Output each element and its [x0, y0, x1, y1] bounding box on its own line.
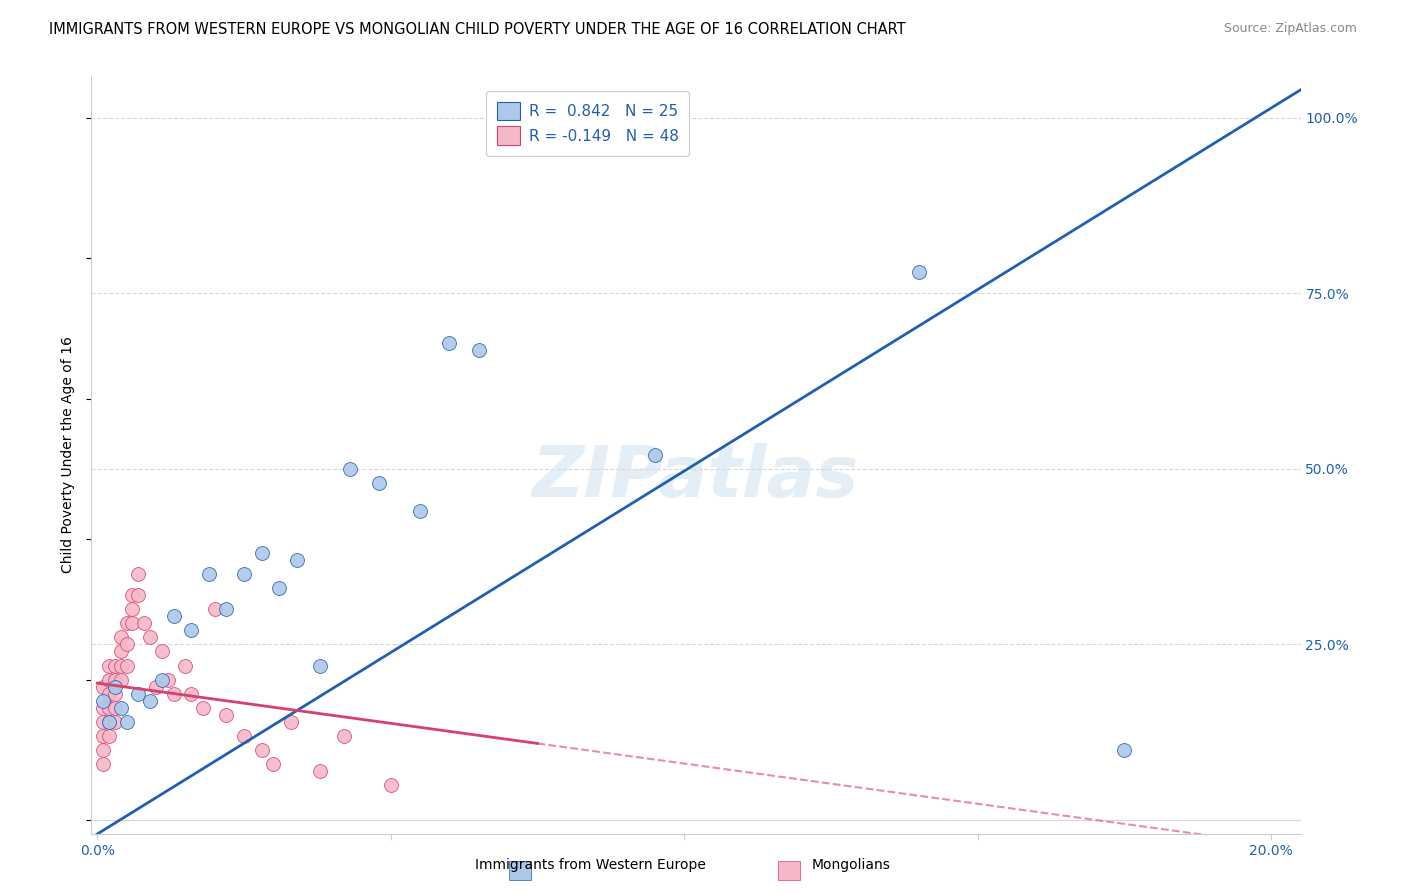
Point [104, 673, 127, 687]
Point [339, 462, 361, 476]
Point [285, 553, 308, 567]
Point [127, 567, 149, 582]
Point [110, 700, 132, 714]
Point [215, 707, 238, 722]
Point [269, 582, 291, 596]
Point [104, 658, 127, 673]
Point [280, 714, 302, 729]
Point [121, 602, 143, 616]
Point [309, 764, 332, 778]
Point [91, 714, 114, 729]
Point [121, 616, 143, 631]
Point [110, 644, 132, 658]
Legend: R =  0.842   N = 25, R = -0.149   N = 48: R = 0.842 N = 25, R = -0.149 N = 48 [486, 91, 689, 156]
Point [233, 567, 256, 582]
Point [91, 729, 114, 743]
Point [215, 602, 238, 616]
Point [110, 631, 132, 645]
Point [908, 265, 931, 279]
Point [309, 658, 332, 673]
Text: Immigrants from Western Europe: Immigrants from Western Europe [475, 858, 706, 872]
Point [250, 743, 273, 757]
Point [127, 687, 149, 701]
Point [98, 714, 121, 729]
Point [150, 644, 173, 658]
Point [233, 729, 256, 743]
Point [380, 778, 402, 792]
Point [644, 448, 666, 462]
Point [98, 729, 121, 743]
Text: Source: ZipAtlas.com: Source: ZipAtlas.com [1223, 22, 1357, 36]
Point [333, 729, 356, 743]
Point [98, 673, 121, 687]
Point [250, 546, 273, 560]
Point [204, 602, 226, 616]
Point [150, 673, 173, 687]
Point [110, 673, 132, 687]
Point [104, 714, 127, 729]
Point [439, 335, 461, 350]
Text: ZIPatlas: ZIPatlas [533, 443, 859, 512]
Point [180, 624, 202, 638]
Point [139, 631, 162, 645]
Point [115, 616, 138, 631]
Point [91, 693, 114, 707]
Point [409, 504, 432, 518]
Point [162, 687, 184, 701]
Point [180, 687, 202, 701]
Text: IMMIGRANTS FROM WESTERN EUROPE VS MONGOLIAN CHILD POVERTY UNDER THE AGE OF 16 CO: IMMIGRANTS FROM WESTERN EUROPE VS MONGOL… [49, 22, 905, 37]
Point [115, 637, 138, 651]
Point [98, 700, 121, 714]
Point [121, 588, 143, 602]
Point [91, 700, 114, 714]
Point [468, 343, 491, 357]
Point [262, 756, 284, 771]
Point [368, 475, 391, 490]
Point [191, 700, 214, 714]
Point [115, 658, 138, 673]
Text: Mongolians: Mongolians [811, 858, 890, 872]
Point [134, 616, 156, 631]
Point [115, 714, 138, 729]
Point [127, 588, 149, 602]
Y-axis label: Child Poverty Under the Age of 16: Child Poverty Under the Age of 16 [62, 336, 76, 574]
Point [174, 658, 197, 673]
Point [91, 680, 114, 694]
Point [98, 687, 121, 701]
Point [98, 658, 121, 673]
Point [98, 714, 121, 729]
Point [104, 680, 127, 694]
Point [156, 673, 179, 687]
Point [1114, 743, 1136, 757]
Point [104, 700, 127, 714]
Point [91, 743, 114, 757]
Point [197, 567, 219, 582]
Point [145, 680, 167, 694]
Point [104, 687, 127, 701]
Point [110, 658, 132, 673]
Point [139, 693, 162, 707]
Point [162, 609, 184, 624]
Point [91, 756, 114, 771]
